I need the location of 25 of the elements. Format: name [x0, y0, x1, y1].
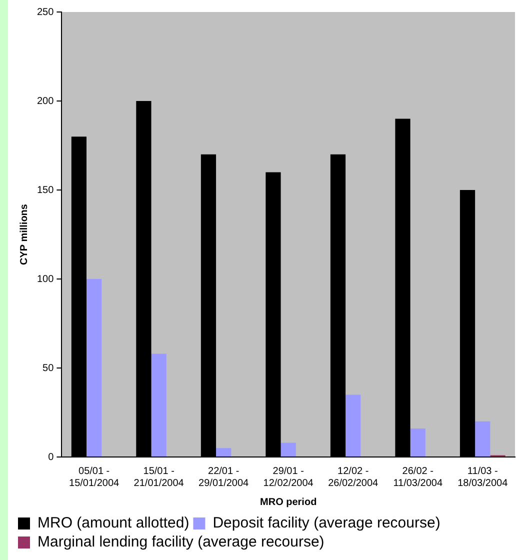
- bar: [410, 428, 426, 456]
- y-tick-label: 150: [36, 184, 54, 196]
- bar: [151, 354, 166, 456]
- bar: [475, 421, 490, 456]
- legend-label: Marginal lending facility (average recourse): [38, 534, 324, 551]
- x-axis-title: MRO period: [260, 496, 317, 508]
- y-tick-label: 250: [36, 6, 54, 18]
- bar: [346, 394, 361, 456]
- x-tick-label: 26/02 - 11/03/2004: [393, 466, 443, 489]
- y-axis-title: CYP millions: [18, 204, 30, 265]
- y-tick-label: 200: [36, 96, 54, 107]
- bar: [216, 448, 232, 456]
- y-tick-label: 50: [42, 362, 54, 374]
- x-tick-label: 12/02 - 26/02/2004: [328, 466, 379, 489]
- bar: [86, 279, 102, 456]
- x-tick-label: 05/01 - 15/01/2004: [69, 466, 120, 489]
- x-tick-label: 29/01 - 12/02/2004: [263, 466, 314, 489]
- y-tick-label: 0: [48, 452, 54, 463]
- y-tick-label: 100: [36, 274, 54, 285]
- x-tick-label: 15/01 - 21/01/2004: [134, 466, 184, 489]
- x-tick-label: 11/03 - 18/03/2004: [458, 466, 508, 489]
- legend-label: Deposit facility (average recourse): [212, 514, 440, 532]
- bar: [280, 442, 296, 456]
- legend-label: MRO (amount allotted): [38, 514, 190, 532]
- x-tick-label: 22/01 - 29/01/2004: [198, 466, 250, 489]
